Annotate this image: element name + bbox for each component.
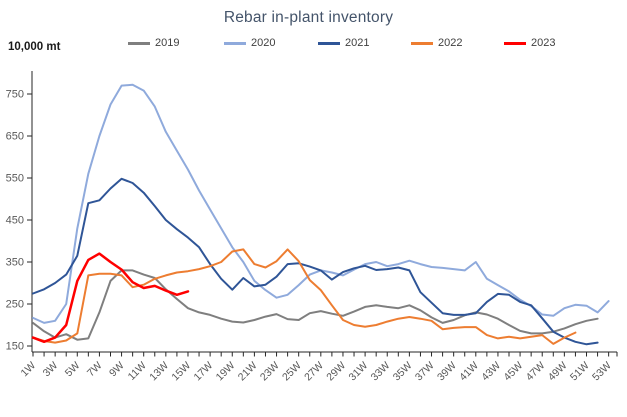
x-axis-tick-label: 5W xyxy=(63,360,83,380)
series-line-2023 xyxy=(31,252,190,344)
y-axis-tick-label: 750 xyxy=(6,89,24,101)
legend-item-2019: 2019 xyxy=(128,37,179,50)
x-axis-tick-label: 37W xyxy=(413,360,437,384)
legend-item-2023: 2023 xyxy=(504,37,555,50)
y-axis-tick-label: 650 xyxy=(6,131,24,143)
x-axis-tick-label: 29W xyxy=(324,360,348,384)
x-axis-tick-label: 23W xyxy=(258,360,282,384)
x-axis-tick-label: 47W xyxy=(524,360,548,384)
legend-line-swatch-2020 xyxy=(224,42,246,45)
x-axis-tick-label: 19W xyxy=(214,360,238,384)
legend-item-2020: 2020 xyxy=(224,37,275,50)
x-axis-tick-label: 27W xyxy=(302,360,326,384)
x-axis-tick-label: 17W xyxy=(191,360,215,384)
x-axis-tick-label: 39W xyxy=(435,360,459,384)
legend-item-2022: 2022 xyxy=(411,37,462,50)
x-axis-tick-label: 1W xyxy=(18,360,38,380)
legend-label-2021: 2021 xyxy=(345,37,370,49)
series-line-2020 xyxy=(32,83,610,324)
legend-label-2020: 2020 xyxy=(251,37,276,49)
legend-line-swatch-2023 xyxy=(504,42,526,45)
x-axis-tick-label: 9W xyxy=(107,360,127,380)
y-axis-tick-label: 550 xyxy=(6,173,24,185)
legend-line-swatch-2019 xyxy=(128,42,150,45)
x-axis-tick-label: 13W xyxy=(147,360,171,384)
x-axis-tick-label: 25W xyxy=(280,360,304,384)
series-line-2019 xyxy=(32,269,599,341)
x-axis-tick-label: 49W xyxy=(546,360,570,384)
legend-item-2021: 2021 xyxy=(318,37,369,50)
y-axis-unit-label: 10,000 mt xyxy=(8,41,61,53)
x-axis-tick-label: 45W xyxy=(501,360,525,384)
y-axis-tick-label: 250 xyxy=(6,299,24,311)
legend-line-swatch-2022 xyxy=(411,42,433,45)
x-axis-tick-label: 53W xyxy=(590,360,614,384)
x-axis-tick-label: 43W xyxy=(479,360,503,384)
series-line-2021 xyxy=(32,177,599,346)
legend-label-2023: 2023 xyxy=(531,37,556,49)
chart-title: Rebar in-plant inventory xyxy=(223,9,394,26)
x-axis-tick-label: 11W xyxy=(126,360,149,383)
x-axis-tick-label: 33W xyxy=(369,360,393,384)
x-axis-tick-label: 3W xyxy=(41,360,61,380)
x-axis-tick-label: 31W xyxy=(346,360,370,384)
series-line-2022 xyxy=(32,248,577,345)
x-axis-tick-label: 41W xyxy=(457,360,481,384)
y-axis-tick-label: 350 xyxy=(6,257,24,269)
x-axis-tick-label: 7W xyxy=(85,360,105,380)
legend-label-2022: 2022 xyxy=(438,37,463,49)
legend-line-swatch-2021 xyxy=(318,42,340,45)
x-axis-tick-label: 21W xyxy=(236,360,260,384)
legend-label-2019: 2019 xyxy=(155,37,180,49)
x-axis-tick-label: 35W xyxy=(391,360,415,384)
x-axis-tick-label: 15W xyxy=(169,360,193,384)
x-axis-tick-label: 51W xyxy=(568,360,592,384)
y-axis-tick-label: 450 xyxy=(6,215,24,227)
y-axis-tick-label: 150 xyxy=(6,341,24,353)
